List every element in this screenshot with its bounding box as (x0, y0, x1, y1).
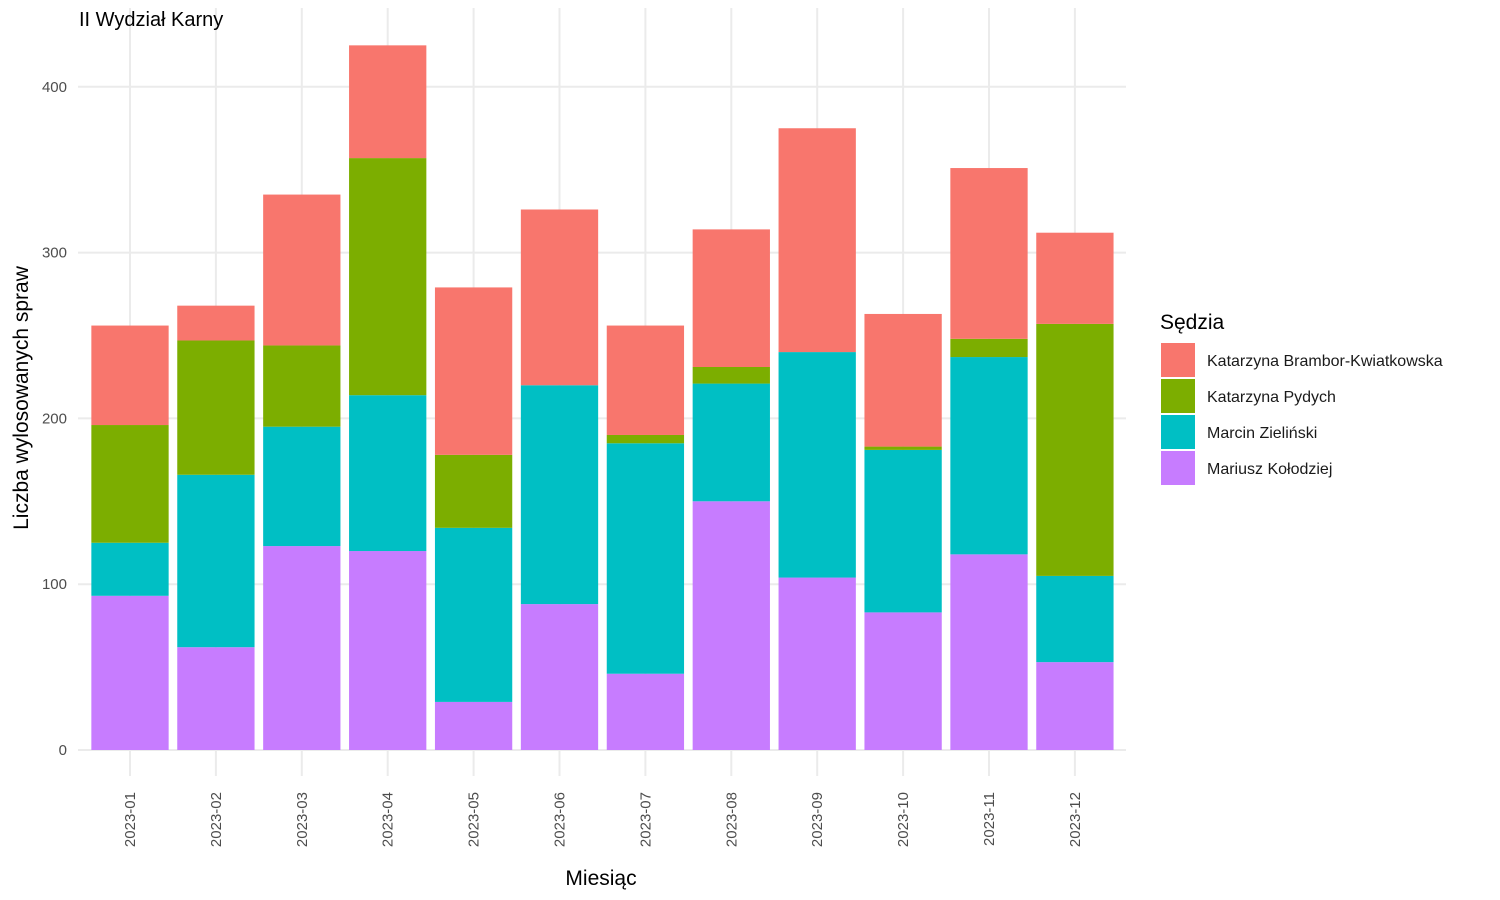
bar-segment (263, 194, 341, 346)
x-tick-label: 2023-02 (208, 792, 225, 847)
bar-segment (349, 158, 427, 396)
x-tick-label: 2023-09 (809, 792, 826, 847)
bar-segment (692, 383, 770, 502)
bar-segment (1036, 575, 1114, 663)
bar-segment (1036, 232, 1114, 324)
x-tick-label: 2023-04 (380, 792, 397, 847)
y-tick-label: 100 (42, 576, 67, 593)
bar-segment (91, 542, 169, 596)
bar-segment (1036, 662, 1114, 750)
bar-segment (950, 554, 1028, 750)
bar-segment (434, 287, 513, 455)
bar-segment (864, 313, 942, 447)
legend-label: Marcin Zieliński (1207, 425, 1317, 442)
x-tick-label: 2023-07 (637, 792, 654, 847)
bar-segment (349, 551, 427, 750)
x-tick-label: 2023-11 (981, 792, 998, 846)
x-tick-label: 2023-05 (466, 792, 483, 847)
bars (91, 45, 1114, 750)
legend-swatch (1161, 379, 1195, 413)
bar-segment (864, 449, 942, 613)
legend-label: Mariusz Kołodziej (1207, 461, 1332, 478)
x-tick-label: 2023-12 (1067, 792, 1084, 847)
x-tick-label: 2023-01 (122, 792, 139, 847)
y-axis-title: Liczba wylosowanych spraw (10, 265, 33, 530)
bar-segment (606, 443, 685, 674)
x-axis-title: Miesiąc (565, 867, 636, 890)
bar-segment (177, 340, 255, 475)
bar-segment (692, 367, 770, 384)
bar-segment (177, 474, 255, 648)
bar-segment (950, 168, 1028, 339)
legend-items: Katarzyna Brambor-Kwiatkowska Katarzyna P… (1161, 343, 1443, 485)
bar-segment (950, 338, 1028, 358)
bar-segment (349, 395, 427, 552)
bar-segment (950, 357, 1028, 555)
bar-segment (177, 647, 255, 750)
bar-segment (91, 425, 169, 543)
legend-title: Sędzia (1160, 311, 1225, 334)
y-tick-label: 300 (42, 245, 67, 262)
bar-segment (692, 229, 770, 368)
bar-segment (864, 612, 942, 750)
legend-label: Katarzyna Brambor-Kwiatkowska (1207, 353, 1443, 370)
bar-segment (520, 209, 599, 386)
bar-segment (349, 45, 427, 159)
bar-segment (520, 385, 599, 605)
bar-segment (91, 325, 169, 426)
bar-segment (692, 501, 770, 750)
bar-segment (434, 527, 513, 702)
bar-segment (778, 577, 856, 750)
y-tick-label: 200 (42, 410, 67, 427)
x-tick-label: 2023-10 (895, 792, 912, 847)
bar-segment (606, 673, 685, 750)
bar-segment (778, 352, 856, 578)
bar-segment (434, 454, 513, 528)
bar-segment (263, 345, 341, 427)
y-tick-label: 400 (42, 79, 67, 96)
x-tick-label: 2023-06 (552, 792, 569, 847)
x-tick-label: 2023-08 (723, 792, 740, 847)
legend-swatch (1161, 451, 1195, 485)
legend-label: Katarzyna Pydych (1207, 389, 1336, 406)
legend-swatch (1161, 415, 1195, 449)
legend: Sędzia Katarzyna Brambor-KwiatkowskaKata… (1160, 311, 1443, 485)
bar-segment (177, 305, 255, 341)
y-axis-ticks: 0 100 200 300 400 (42, 79, 67, 759)
bar-segment (606, 325, 685, 435)
chart-title: II Wydział Karny (79, 9, 223, 31)
legend-swatch (1161, 343, 1195, 377)
x-axis-ticks: 2023-01 2023-02 2023-03 2023-04 2023-05 2023-… (122, 792, 1084, 847)
y-tick-label: 0 (59, 742, 67, 759)
bar-segment (606, 434, 685, 444)
bar-segment (1036, 323, 1114, 576)
bar-segment (263, 426, 341, 547)
bar-segment (778, 128, 856, 353)
bar-segment (864, 446, 942, 450)
bar-segment (520, 604, 599, 750)
bar-segment (91, 595, 169, 750)
bar-segment (263, 546, 341, 750)
x-tick-label: 2023-03 (294, 792, 311, 847)
bar-segment (434, 701, 513, 750)
